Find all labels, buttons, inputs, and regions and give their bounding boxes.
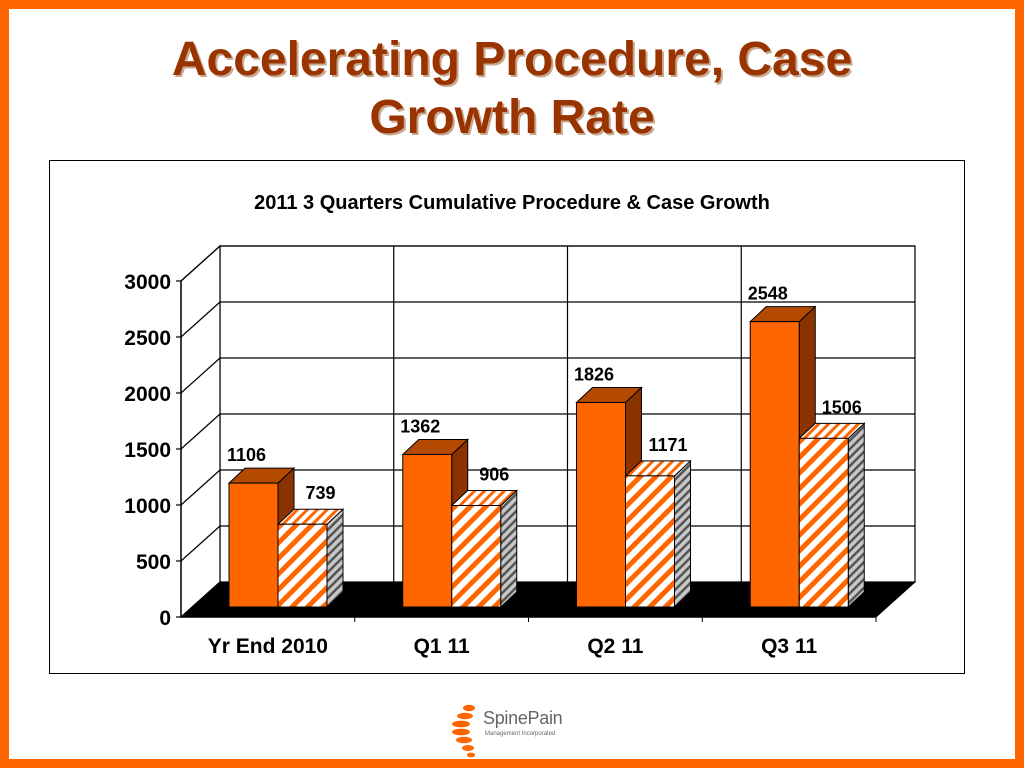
solid-bar <box>228 482 279 608</box>
hatched-bar-side <box>500 489 518 609</box>
chart-frame: 2011 3 Quarters Cumulative Procedure & C… <box>49 160 965 674</box>
solid-bar <box>749 321 800 608</box>
y-tick-label: 500 <box>136 551 171 574</box>
solid-bar <box>402 453 453 608</box>
y-tick-label: 2500 <box>124 327 171 350</box>
hatched-bar-side <box>326 508 344 609</box>
data-label: 1106 <box>227 445 266 465</box>
data-label: 1826 <box>574 364 614 384</box>
gridline-side <box>180 357 221 394</box>
y-tick-label: 0 <box>159 607 171 630</box>
gridline-side <box>180 469 221 506</box>
slide-title: Accelerating Procedure, Case Growth Rate <box>9 31 1015 147</box>
chart-title: 2011 3 Quarters Cumulative Procedure & C… <box>254 192 770 214</box>
company-logo: SpinePain Management Incorporated <box>449 702 599 758</box>
y-tick-label: 1000 <box>124 495 171 518</box>
plot-area: 0 500 1000 1500 2000 2500 3000 Yr End 2010 1106 7… <box>124 244 917 658</box>
data-label: 2548 <box>748 284 788 304</box>
data-label: 1171 <box>648 435 687 455</box>
gridline-side <box>180 413 221 450</box>
x-category-label: Yr End 2010 <box>208 635 328 658</box>
x-category-label: Q1 11 <box>414 635 470 658</box>
hatched-bar <box>798 437 849 608</box>
bar-chart: 2011 3 Quarters Cumulative Procedure & C… <box>124 192 917 658</box>
data-label: 906 <box>479 465 509 485</box>
y-tick-label: 3000 <box>124 271 171 294</box>
hatched-bar-side <box>847 422 865 609</box>
hatched-bar <box>277 523 328 608</box>
solid-bar <box>576 401 626 608</box>
logo-subtitle: Management Incorporated <box>485 731 556 737</box>
gridline-side <box>180 301 221 338</box>
y-tick-label: 2000 <box>124 383 171 406</box>
slide-title-line-1: Accelerating Procedure, Case <box>171 33 853 86</box>
slide-title-line-2: Growth Rate <box>369 91 655 144</box>
hatched-bar-side <box>674 459 691 609</box>
spine-vertebrae-icon <box>452 704 475 758</box>
data-label: 1362 <box>400 416 440 436</box>
y-tick-label: 1500 <box>124 439 171 462</box>
logo-name: SpinePain <box>483 708 563 728</box>
x-category-label: Q3 11 <box>761 635 817 658</box>
data-label: 739 <box>305 483 335 503</box>
x-category-label: Q2 11 <box>587 635 643 658</box>
gridline-side <box>180 525 221 562</box>
hatched-bar <box>451 505 502 608</box>
hatched-bar <box>625 475 675 608</box>
data-label: 1506 <box>822 397 862 417</box>
gridline-side <box>180 245 221 282</box>
